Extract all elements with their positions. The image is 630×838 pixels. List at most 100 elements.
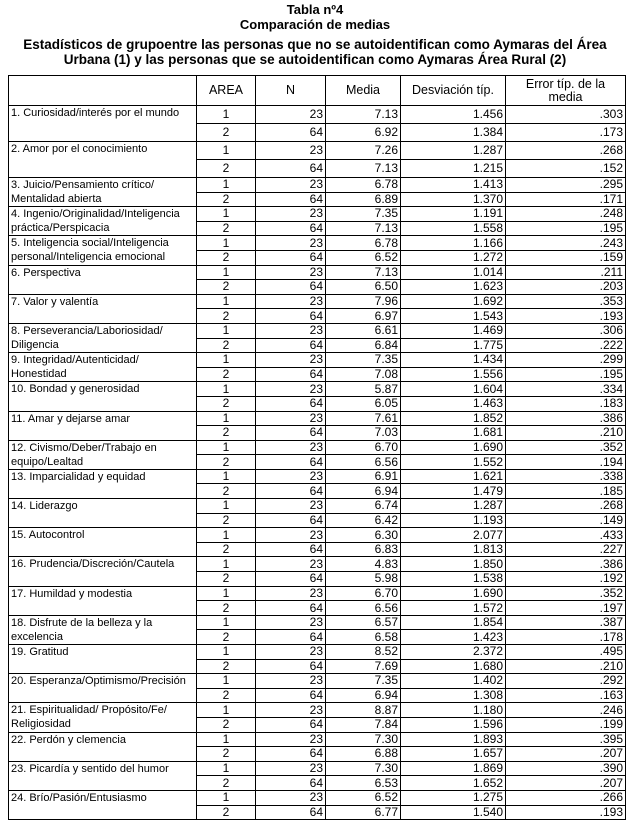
n-cell: 23 (255, 468, 326, 485)
desviacion-cell: 1.604 (400, 381, 506, 397)
table-row: 1. Curiosidad/interés por el mundo 1 23 7.1… (8, 105, 626, 142)
error-cell: .338 (505, 468, 626, 485)
area-cell: 2 (196, 249, 256, 266)
media-cell: 7.84 (325, 716, 401, 733)
n-cell: 23 (255, 177, 326, 193)
error-cell: .353 (505, 293, 626, 310)
n-cell: 23 (255, 556, 326, 573)
table-row: 9. Integridad/Autenticidad/ Honestidad 1 2… (8, 352, 626, 383)
error-cell: .295 (505, 177, 626, 193)
table-caption: Estadísticos de grupoentre las personas … (23, 37, 607, 67)
area-cell: 1 (196, 789, 256, 806)
desviacion-cell: 1.854 (400, 614, 506, 631)
table-row: 5. Inteligencia social/Inteligencia pers… (8, 235, 626, 266)
media-cell: 6.42 (325, 512, 401, 529)
media-cell: 7.30 (325, 760, 401, 777)
media-cell: 6.56 (325, 600, 401, 616)
error-cell: .195 (505, 220, 626, 237)
media-cell: 6.94 (325, 483, 401, 500)
table-row: 2 64 7.03 1.681.210 (9, 425, 626, 441)
error-cell: .303 (505, 105, 626, 124)
error-cell: .352 (505, 439, 626, 456)
n-cell: 64 (255, 658, 326, 675)
error-cell: .268 (505, 141, 626, 160)
table-row: 7. Valor y valentía 1 23 7.96 1.692.353 (8, 293, 626, 324)
desviacion-cell: 1.690 (400, 585, 506, 602)
desviacion-cell: 1.423 (400, 629, 506, 645)
media-cell: 6.88 (325, 746, 401, 762)
media-cell: 6.74 (325, 498, 401, 514)
desviacion-cell: 1.463 (400, 395, 506, 412)
table-row: 14. Liderazgo 1 23 6.74 1.287.268 (8, 498, 626, 529)
area-cell: 2 (196, 775, 256, 791)
n-cell: 64 (255, 746, 326, 762)
area-cell: 2 (196, 746, 256, 762)
table-row: 13. Imparcialidad y equidad 1 23 6.91 1.621.… (8, 468, 626, 500)
media-cell: 6.83 (325, 541, 401, 558)
desviacion-cell: 1.657 (400, 746, 506, 762)
variable-label: 14. Liderazgo (8, 498, 197, 529)
desviacion-cell: 1.479 (400, 483, 506, 500)
header-error: Error típ. de la media (505, 75, 626, 106)
n-cell: 64 (255, 249, 326, 266)
area-cell: 1 (196, 105, 256, 124)
media-cell: 6.84 (325, 337, 401, 354)
table-row: 16. Prudencia/Discreción/Cautela 1 23 4.83 1… (8, 556, 626, 587)
area-cell: 1 (196, 585, 256, 602)
desviacion-cell: 1.370 (400, 191, 506, 208)
error-cell: .248 (505, 206, 626, 222)
table-row: 2 64 5.98 1.538.192 (9, 571, 626, 587)
desviacion-cell: 1.869 (400, 760, 506, 777)
error-cell: .193 (505, 804, 626, 821)
error-cell: .207 (505, 746, 626, 762)
error-cell: .266 (505, 789, 626, 806)
table-row: 2 64 7.13 1.215.152 (9, 159, 626, 178)
error-cell: .243 (505, 235, 626, 251)
desviacion-cell: 1.621 (400, 468, 506, 485)
error-cell: .171 (505, 191, 626, 208)
n-cell: 23 (255, 585, 326, 602)
area-cell: 2 (196, 571, 256, 587)
variable-label: 24. Brío/Pasión/Entusiasmo (8, 789, 197, 821)
error-cell: .197 (505, 600, 626, 616)
variable-label: 20. Esperanza/Optimismo/Precisión (8, 673, 197, 704)
n-cell: 23 (255, 352, 326, 368)
media-cell: 6.58 (325, 629, 401, 645)
n-cell: 23 (255, 293, 326, 310)
area-cell: 2 (196, 483, 256, 500)
area-cell: 1 (196, 644, 256, 660)
area-cell: 2 (196, 804, 256, 821)
error-cell: .193 (505, 308, 626, 324)
area-cell: 1 (196, 760, 256, 777)
area-cell: 1 (196, 352, 256, 368)
group-statistics-table: AREA N Media Desviación típ. Error típ. … (8, 75, 626, 821)
media-cell: 6.53 (325, 775, 401, 791)
media-cell: 7.13 (325, 220, 401, 237)
media-cell: 5.87 (325, 381, 401, 397)
error-cell: .352 (505, 585, 626, 602)
n-cell: 23 (255, 105, 326, 124)
table-row: 22. Perdón y clemencia 1 23 7.30 1.893.395 (8, 731, 626, 762)
desviacion-cell: 1.287 (400, 498, 506, 514)
error-cell: .246 (505, 702, 626, 718)
desviacion-cell: 1.623 (400, 279, 506, 295)
n-cell: 64 (255, 279, 326, 295)
area-cell: 2 (196, 308, 256, 324)
desviacion-cell: 2.077 (400, 527, 506, 543)
table-row: 11. Amar y dejarse amar 1 23 7.61 1.852.386 (8, 410, 626, 441)
error-cell: .210 (505, 658, 626, 675)
media-cell: 7.08 (325, 366, 401, 383)
error-cell: .292 (505, 673, 626, 689)
table-row: 10. Bondad y generosidad 1 23 5.87 1.604.334 (8, 381, 626, 412)
table-row: 18. Disfrute de la belleza y la excelenc… (8, 614, 626, 646)
variable-label: 8. Perseverancia/Laboriosidad/ Diligenci… (8, 322, 197, 354)
table-row: 6. Perspectiva 1 23 7.13 1.014.211 (8, 264, 626, 295)
table-row: 3. Juicio/Pensamiento crítico/ Mentalida… (8, 176, 626, 208)
n-cell: 64 (255, 159, 326, 178)
error-cell: .386 (505, 410, 626, 427)
n-cell: 23 (255, 381, 326, 397)
n-cell: 64 (255, 716, 326, 733)
table-row: 19. Gratitud 1 23 8.52 2.372.495 (8, 643, 626, 675)
desviacion-cell: 1.852 (400, 410, 506, 427)
area-cell: 2 (196, 512, 256, 529)
